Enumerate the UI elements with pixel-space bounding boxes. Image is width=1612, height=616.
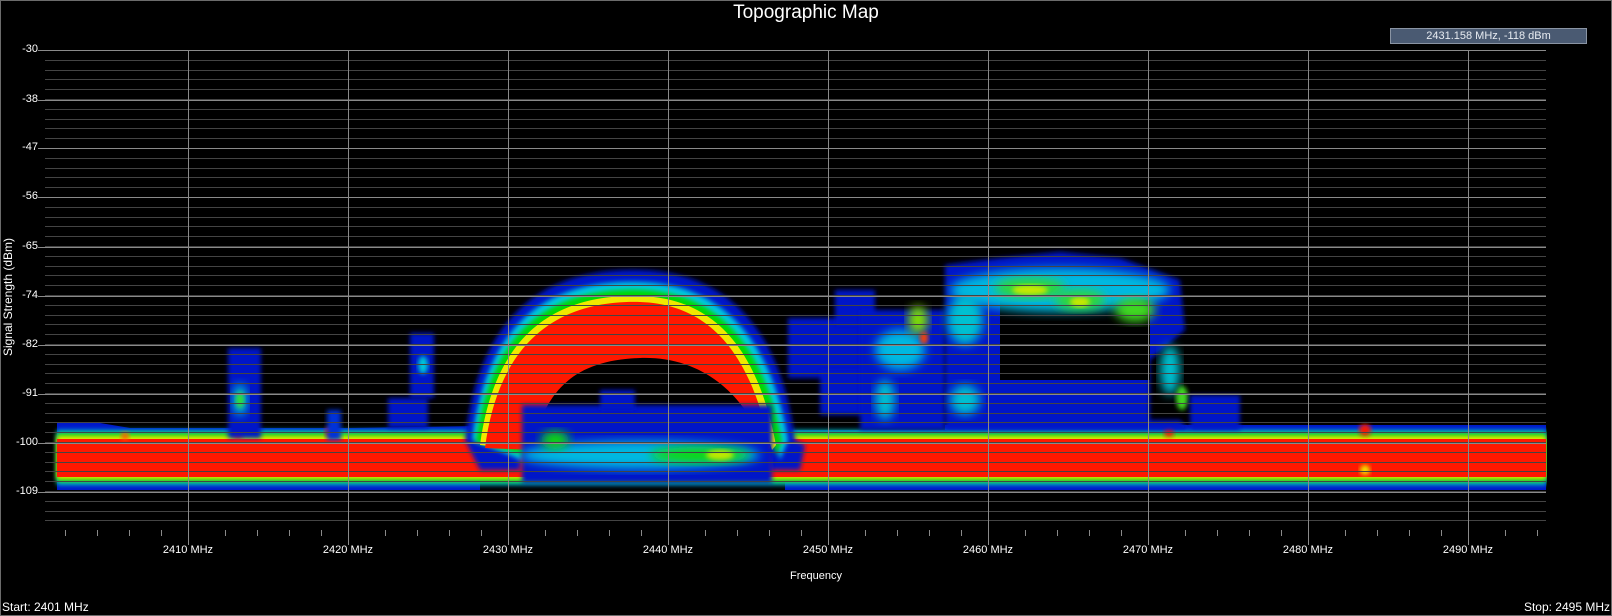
y-tick: -82 <box>22 338 38 350</box>
y-tick: -65 <box>22 240 38 252</box>
x-axis-title: Frequency <box>790 570 842 582</box>
y-tick: -47 <box>22 141 38 153</box>
x-tick: 2460 MHz <box>962 544 1014 556</box>
x-tick: 2490 MHz <box>1442 544 1494 556</box>
x-tick: 2450 MHz <box>802 544 854 556</box>
y-tick: -56 <box>22 190 38 202</box>
chart-title: Topographic Map <box>733 2 879 23</box>
y-tick: -100 <box>15 436 38 448</box>
stop-frequency: Stop: 2495 MHz <box>1523 600 1610 614</box>
y-tick: -91 <box>22 387 38 399</box>
y-tick: -109 <box>15 485 38 497</box>
y-tick: -30 <box>22 43 38 55</box>
x-tick: 2410 MHz <box>162 544 214 556</box>
spur-2419 <box>327 410 341 440</box>
x-tick: 2440 MHz <box>642 544 694 556</box>
start-frequency: Start: 2401 MHz <box>2 600 89 614</box>
y-tick: -38 <box>22 93 38 105</box>
scattered-activity <box>788 290 945 430</box>
y-tick: -74 <box>22 289 38 301</box>
x-tick: 2420 MHz <box>322 544 374 556</box>
x-tick: 2470 MHz <box>1122 544 1174 556</box>
grid <box>38 50 1546 545</box>
density-layer <box>57 252 1546 490</box>
cursor-readout: 2431.158 MHz, -118 dBm <box>1390 28 1587 44</box>
x-tick: 2480 MHz <box>1282 544 1334 556</box>
x-tick: 2430 MHz <box>482 544 534 556</box>
